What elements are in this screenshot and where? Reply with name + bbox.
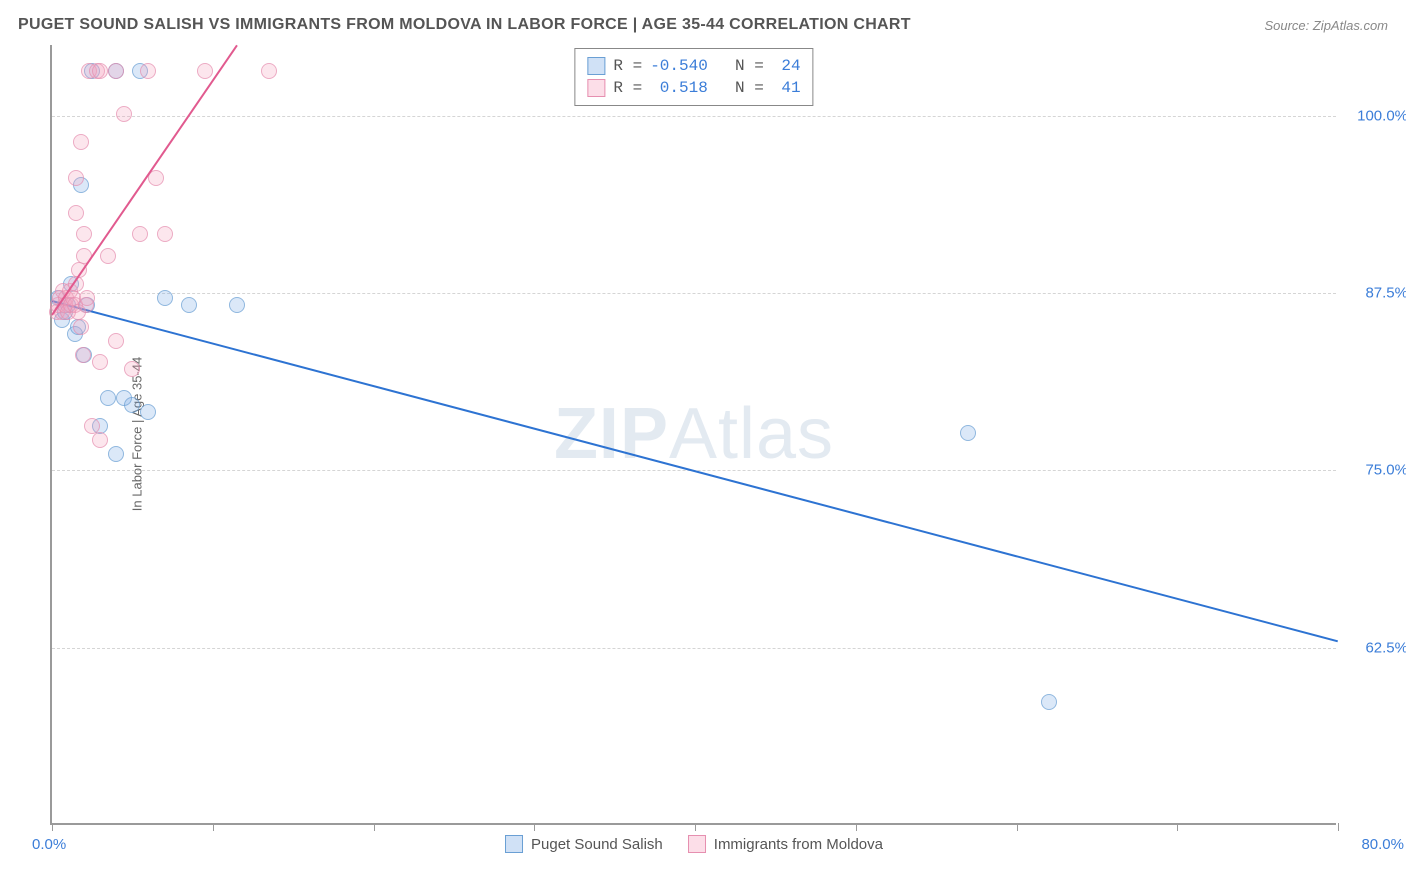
data-point [68,170,84,186]
y-tick-label: 62.5% [1343,639,1406,656]
data-point [197,63,213,79]
legend-label: Immigrants from Moldova [714,836,883,853]
data-point [92,432,108,448]
data-point [76,226,92,242]
data-point [68,205,84,221]
legend-item: Puget Sound Salish [505,835,663,853]
plot-area: In Labor Force | Age 35-44 ZIPAtlas R =-… [50,45,1336,825]
data-point [108,333,124,349]
x-tick [213,823,214,831]
source-label: Source: ZipAtlas.com [1264,18,1388,33]
data-point [261,63,277,79]
y-tick-label: 75.0% [1343,462,1406,479]
correlation-legend: R =-0.540 N = 24R = 0.518 N = 41 [574,48,813,106]
y-tick-label: 87.5% [1343,285,1406,302]
chart-title: PUGET SOUND SALISH VS IMMIGRANTS FROM MO… [18,16,911,34]
x-tick [1177,823,1178,831]
title-bar: PUGET SOUND SALISH VS IMMIGRANTS FROM MO… [18,10,1388,40]
x-tick [856,823,857,831]
legend-swatch [688,835,706,853]
data-point [140,63,156,79]
gridline-h [52,648,1336,649]
data-point [116,106,132,122]
legend-item: Immigrants from Moldova [688,835,883,853]
x-tick [1017,823,1018,831]
data-point [1041,694,1057,710]
data-point [132,226,148,242]
data-point [73,319,89,335]
x-tick [1338,823,1339,831]
x-tick [534,823,535,831]
legend-swatch [505,835,523,853]
data-point [108,446,124,462]
data-point [92,354,108,370]
data-point [124,397,140,413]
legend-row: R = 0.518 N = 41 [587,77,800,99]
gridline-h [52,293,1336,294]
data-point [75,347,91,363]
y-axis-label: In Labor Force | Age 35-44 [130,357,145,511]
data-point [73,134,89,150]
data-point [108,63,124,79]
watermark: ZIPAtlas [554,393,834,475]
x-tick [52,823,53,831]
data-point [92,63,108,79]
gridline-h [52,116,1336,117]
x-tick [695,823,696,831]
legend-row: R =-0.540 N = 24 [587,55,800,77]
y-tick-label: 100.0% [1343,107,1406,124]
data-point [157,290,173,306]
data-point [79,290,95,306]
legend-label: Puget Sound Salish [531,836,663,853]
x-min-label: 0.0% [32,836,66,853]
data-point [124,361,140,377]
x-max-label: 80.0% [1344,836,1404,853]
legend-swatch [587,57,605,75]
legend-swatch [587,79,605,97]
data-point [100,248,116,264]
data-point [140,404,156,420]
data-point [181,297,197,313]
x-tick [374,823,375,831]
series-legend: Puget Sound Salish Immigrants from Moldov… [505,835,883,853]
data-point [100,390,116,406]
data-point [960,425,976,441]
data-point [157,226,173,242]
data-point [229,297,245,313]
